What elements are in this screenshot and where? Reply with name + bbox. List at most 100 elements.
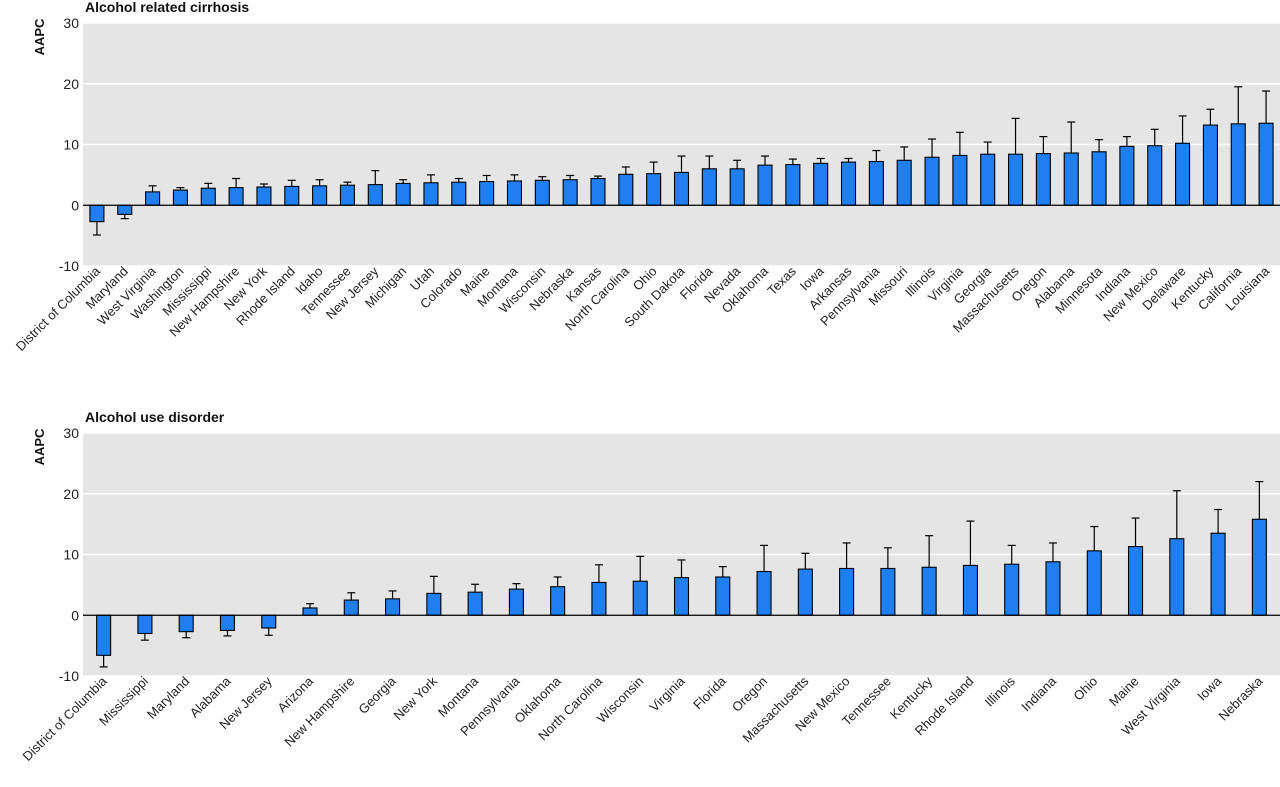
bar-idaho: [312, 185, 328, 206]
bar-oregon: [1035, 153, 1051, 206]
bar-district-of-columbia: [96, 614, 112, 656]
bar-rhode-island: [962, 564, 978, 616]
bar-oregon: [756, 570, 772, 616]
y-tick-label: -10: [59, 668, 79, 684]
bar-nebraska: [1251, 518, 1267, 616]
bar-south-dakota: [673, 171, 690, 206]
bar-new-mexico: [839, 567, 855, 616]
bar-new-york: [256, 186, 272, 206]
bar-kansas: [590, 177, 606, 206]
bar-alabama: [1063, 152, 1079, 206]
bar-new-mexico: [1147, 145, 1163, 206]
x-tick-label: Nebraska: [1216, 673, 1266, 723]
bar-montana: [467, 591, 483, 616]
bar-michigan: [395, 182, 411, 206]
bar-utah: [423, 182, 439, 206]
bar-oklahoma: [550, 586, 566, 616]
bar-new-hampshire: [343, 599, 359, 616]
y-tick-label: -10: [59, 258, 79, 274]
x-tick-label: Virginia: [647, 673, 689, 715]
bar-maine: [479, 181, 495, 206]
bar-tennessee: [880, 567, 896, 616]
bar-nevada: [729, 168, 745, 206]
bar-texas: [785, 163, 801, 206]
bar-mississippi: [200, 187, 216, 206]
bar-new-jersey: [367, 184, 383, 206]
bar-pennsylvania: [508, 588, 524, 616]
bar-missouri: [896, 159, 912, 206]
bar-california: [1230, 123, 1246, 206]
bar-west-virginia: [1169, 538, 1185, 616]
bar-wisconsin: [632, 580, 648, 616]
bar-wisconsin: [534, 179, 550, 206]
x-tick-label: Oregon: [729, 674, 770, 715]
x-tick-label: Illinois: [982, 673, 1019, 710]
x-tick-label: Iowa: [1194, 673, 1225, 704]
bar-arizona: [302, 607, 318, 616]
bar-massachusetts: [797, 568, 813, 616]
bar-maryland: [178, 614, 194, 633]
bar-ohio: [646, 173, 662, 206]
bar-iowa: [1210, 532, 1226, 616]
bar-west-virginia: [145, 191, 161, 206]
y-tick-label: 0: [71, 197, 79, 213]
bar-ohio: [1086, 550, 1102, 616]
bar-indiana: [1045, 561, 1061, 616]
bar-illinois: [1004, 563, 1020, 616]
y-tick-label: 0: [71, 607, 79, 623]
x-tick-label: Ohio: [1070, 674, 1100, 704]
x-tick-label: Maryland: [144, 674, 192, 722]
bar-north-carolina: [618, 173, 634, 206]
bar-delaware: [1175, 142, 1191, 206]
bar-virginia: [952, 154, 968, 206]
bar-colorado: [451, 181, 467, 206]
bar-massachusetts: [1007, 153, 1024, 206]
bar-maryland: [117, 204, 133, 215]
bar-pennsylvania: [868, 160, 884, 206]
bar-minnesota: [1091, 151, 1107, 206]
y-tick-label: 30: [63, 425, 79, 441]
y-tick-label: 30: [63, 15, 79, 31]
chart-title: Alcohol related cirrhosis: [85, 0, 249, 15]
x-tick-label: Texas: [764, 263, 799, 298]
x-tick-label: Indiana: [1018, 673, 1059, 714]
bar-iowa: [813, 162, 829, 206]
bar-alabama: [219, 614, 236, 631]
chart-title: Alcohol use disorder: [85, 409, 225, 425]
bar-oklahoma: [757, 164, 773, 206]
bar-indiana: [1119, 145, 1135, 206]
bar-tennessee: [339, 184, 356, 206]
bar-virginia: [673, 577, 690, 616]
bar-nebraska: [562, 179, 578, 206]
bar-georgia: [385, 598, 401, 616]
bar-north-carolina: [591, 581, 607, 616]
bar-mississippi: [137, 614, 153, 635]
y-tick-label: 20: [63, 486, 79, 502]
bar-arkansas: [840, 161, 857, 206]
bar-montana: [506, 180, 523, 206]
bar-illinois: [924, 156, 940, 206]
bar-florida: [715, 576, 731, 616]
bar-new-jersey: [261, 614, 277, 629]
bar-louisiana: [1258, 122, 1274, 206]
bar-rhode-island: [284, 185, 300, 206]
bar-new-hampshire: [228, 187, 244, 206]
bar-georgia: [980, 153, 996, 206]
bar-kentucky: [921, 566, 937, 616]
y-tick-label: 10: [63, 137, 79, 153]
bar-washington: [172, 189, 188, 206]
bar-district-of-columbia: [89, 204, 105, 223]
bar-florida: [701, 168, 717, 206]
x-tick-label: New York: [391, 673, 441, 723]
x-tick-label: Maine: [1106, 674, 1142, 710]
y-axis-label: AAPC: [32, 428, 47, 465]
x-tick-label: Florida: [690, 673, 729, 712]
bar-kentucky: [1202, 124, 1218, 206]
bar-maine: [1127, 546, 1144, 616]
bar-new-york: [426, 592, 442, 616]
y-tick-label: 20: [63, 76, 79, 92]
y-axis-label: AAPC: [32, 18, 47, 55]
